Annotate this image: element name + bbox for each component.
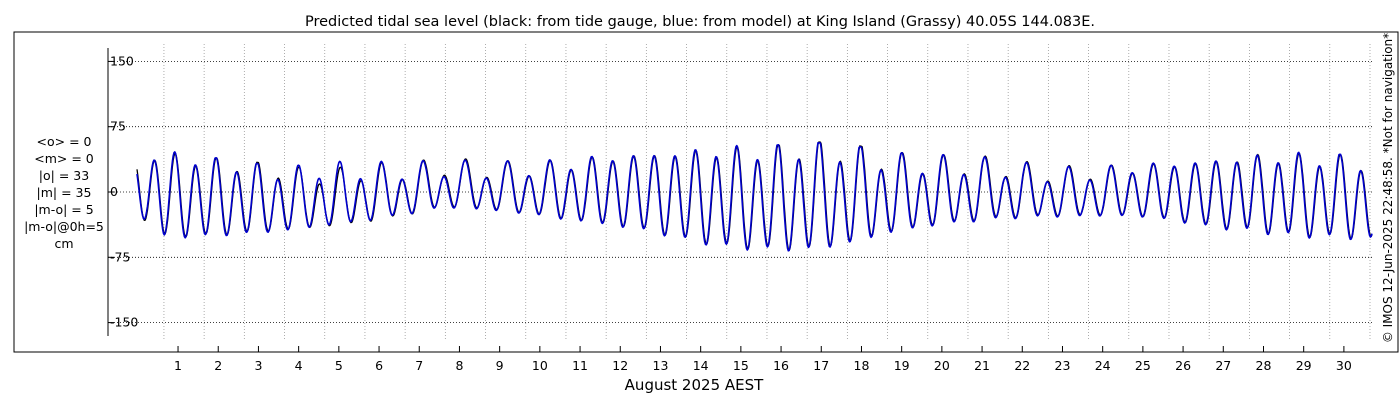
y-tick-label: 75 <box>110 119 126 134</box>
x-tick-label: 23 <box>1055 358 1071 373</box>
stats-panel: <o> = 0 <m> = 0 |o| = 33 |m| = 35 |m-o| = 5 |… <box>24 134 104 251</box>
series-layer <box>136 141 1373 252</box>
stat-line: <m> = 0 <box>34 151 94 166</box>
x-tick-label: 18 <box>854 358 870 373</box>
y-axis: 150 75 0 -75 -150 <box>107 48 138 336</box>
stat-line: cm <box>54 236 73 251</box>
series-line-model <box>136 142 1373 252</box>
x-tick-label: 11 <box>572 358 588 373</box>
credit-text: © IMOS 12-Jun-2025 22:48:58. *Not for na… <box>1381 33 1395 343</box>
x-axis: 1 2 3 4 5 6 7 8 9 10 11 12 13 14 15 16 17 18 19 20 21 22 23 24 2… <box>174 346 1352 373</box>
x-tick-label: 17 <box>813 358 829 373</box>
x-tick-label: 4 <box>295 358 303 373</box>
x-tick-label: 22 <box>1014 358 1030 373</box>
x-tick-label: 9 <box>496 358 504 373</box>
x-tick-label: 25 <box>1135 358 1151 373</box>
x-tick-label: 20 <box>934 358 950 373</box>
x-tick-label: 27 <box>1215 358 1231 373</box>
y-tick-label: 150 <box>110 53 134 68</box>
x-tick-label: 15 <box>733 358 749 373</box>
stat-line: |m| = 35 <box>37 185 92 200</box>
x-tick-label: 12 <box>612 358 628 373</box>
chart-title: Predicted tidal sea level (black: from t… <box>305 14 1095 30</box>
x-tick-label: 30 <box>1336 358 1352 373</box>
y-tick-label: -150 <box>110 315 138 330</box>
x-tick-label: 7 <box>415 358 423 373</box>
x-tick-label: 1 <box>174 358 182 373</box>
stat-line: |o| = 33 <box>39 168 89 183</box>
x-axis-label: August 2025 AEST <box>625 376 764 394</box>
x-tick-label: 16 <box>773 358 789 373</box>
x-tick-label: 13 <box>653 358 669 373</box>
x-tick-label: 3 <box>254 358 262 373</box>
x-tick-label: 29 <box>1296 358 1312 373</box>
plot-frame <box>13 31 1399 353</box>
grid-lines <box>108 44 1372 340</box>
x-tick-label: 8 <box>455 358 463 373</box>
series-line-gauge <box>136 141 1373 251</box>
y-tick-label: 0 <box>110 184 118 199</box>
x-tick-label: 14 <box>693 358 709 373</box>
stat-line: <o> = 0 <box>37 134 92 149</box>
x-tick-label: 24 <box>1095 358 1111 373</box>
x-tick-label: 19 <box>894 358 910 373</box>
x-tick-label: 6 <box>375 358 383 373</box>
y-tick-label: -75 <box>110 249 130 264</box>
x-tick-label: 10 <box>532 358 548 373</box>
x-tick-label: 2 <box>214 358 222 373</box>
x-tick-label: 28 <box>1256 358 1272 373</box>
x-tick-label: 21 <box>974 358 990 373</box>
x-tick-label: 26 <box>1175 358 1191 373</box>
stat-line: |m-o| = 5 <box>34 202 93 217</box>
x-tick-label: 5 <box>335 358 343 373</box>
stat-line: |m-o|@0h=5 <box>24 219 104 234</box>
